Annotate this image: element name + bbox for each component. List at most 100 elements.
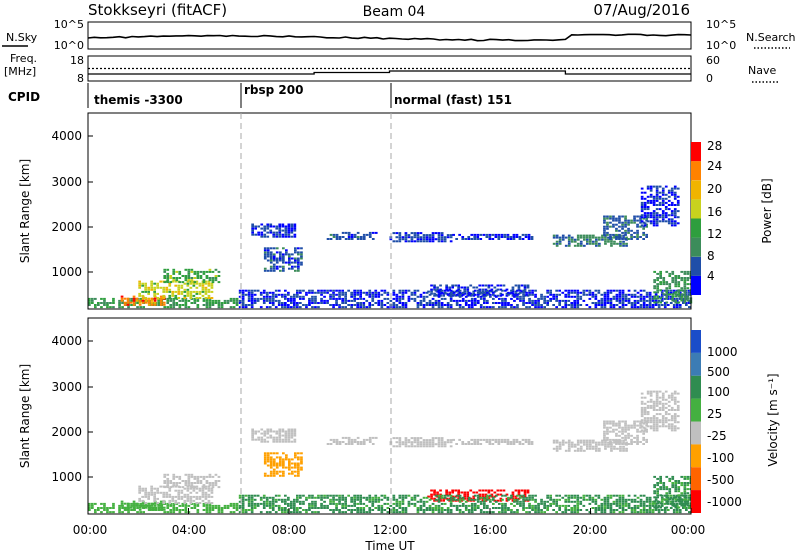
- power-echo-cell: [464, 299, 468, 302]
- velocity-echo-cell: [540, 502, 543, 505]
- power-echo-cell: [445, 284, 448, 287]
- power-echo-cell: [132, 303, 136, 306]
- power-echo-cell: [662, 279, 666, 282]
- velocity-echo-cell: [263, 474, 267, 477]
- power-echo-cell: [344, 302, 347, 304]
- power-echo-cell: [673, 212, 677, 215]
- velocity-echo-cell: [558, 494, 561, 497]
- power-echo-cell: [132, 295, 136, 298]
- velocity-echo-cell: [451, 491, 454, 494]
- power-echo-cell: [586, 238, 589, 241]
- power-echo-cell: [262, 297, 266, 300]
- power-echo-cell: [163, 306, 167, 309]
- power-echo-cell: [229, 306, 233, 309]
- power-echo-cell: [673, 220, 677, 223]
- power-echo-cell: [618, 289, 622, 292]
- velocity-echo-cell: [166, 511, 170, 514]
- power-echo-cell: [498, 297, 501, 300]
- velocity-echo-cell: [524, 438, 528, 441]
- power-echo-cell: [437, 236, 441, 239]
- velocity-echo-cell: [451, 489, 454, 492]
- velocity-echo-cell: [299, 511, 302, 514]
- velocity-echo-cell: [425, 441, 429, 444]
- velocity-echo-cell: [302, 502, 305, 505]
- velocity-echo-cell: [646, 417, 650, 420]
- velocity-echo-cell: [630, 443, 633, 445]
- velocity-echo-cell: [257, 436, 260, 439]
- power-echo-cell: [257, 231, 260, 234]
- velocity-echo-cell: [618, 430, 621, 433]
- power-echo-cell: [445, 286, 448, 289]
- power-echo-cell: [445, 292, 448, 295]
- velocity-echo-cell: [413, 504, 417, 507]
- velocity-echo-cell: [168, 493, 172, 496]
- velocity-echo-cell: [139, 502, 142, 505]
- power-echo-cell: [190, 268, 194, 271]
- power-echo-cell: [534, 299, 537, 302]
- velocity-echo-cell: [91, 502, 94, 505]
- power-echo-cell: [365, 306, 369, 309]
- velocity-echo-cell: [519, 496, 522, 499]
- velocity-echo-cell: [496, 499, 500, 502]
- velocity-echo-cell: [169, 504, 173, 507]
- velocity-echo-cell: [416, 494, 420, 497]
- power-echo-cell: [398, 234, 402, 237]
- velocity-echo-cell: [615, 494, 619, 497]
- velocity-echo-cell: [678, 511, 682, 514]
- power-echo-cell: [178, 299, 182, 302]
- velocity-echo-cell: [466, 499, 470, 502]
- power-echo-cell: [175, 279, 179, 282]
- power-echo-cell: [428, 299, 432, 302]
- power-echo-cell: [588, 291, 592, 294]
- velocity-echo-cell: [279, 458, 282, 461]
- velocity-echo-cell: [652, 429, 656, 432]
- power-echo-cell: [130, 297, 133, 300]
- velocity-echo-cell: [670, 394, 674, 397]
- velocity-echo-cell: [537, 504, 540, 507]
- power-echo-cell: [287, 233, 291, 236]
- power-echo-cell: [293, 225, 297, 228]
- velocity-echo-cell: [668, 488, 672, 491]
- velocity-echo-cell: [314, 504, 317, 507]
- power-echo-cell: [207, 282, 211, 285]
- power-echo-cell: [135, 297, 139, 300]
- power-echo-cell: [407, 297, 411, 300]
- velocity-echo-cell: [664, 390, 668, 393]
- power-echo-cell: [670, 210, 674, 213]
- power-echo-cell: [683, 285, 687, 288]
- power-echo-cell: [362, 236, 366, 238]
- velocity-echo-cell: [658, 396, 662, 399]
- velocity-echo-cell: [606, 430, 609, 433]
- velocity-echo-cell: [639, 511, 643, 514]
- power-echo-cell: [138, 303, 142, 306]
- velocity-echo-cell: [174, 495, 178, 498]
- velocity-echo-cell: [288, 468, 291, 471]
- power-echo-cell: [603, 215, 606, 218]
- velocity-echo-cell: [380, 504, 384, 507]
- power-echo-cell: [395, 232, 399, 235]
- velocity-echo-cell: [479, 509, 483, 511]
- power-echo-cell: [659, 283, 662, 286]
- velocity-echo-cell: [269, 464, 273, 467]
- velocity-echo-cell: [455, 509, 459, 511]
- velocity-echo-cell: [660, 494, 664, 497]
- velocity-echo-cell: [241, 507, 245, 509]
- velocity-echo-cell: [498, 507, 501, 509]
- velocity-echo-cell: [437, 507, 441, 509]
- power-echo-cell: [603, 229, 606, 232]
- velocity-echo-cell: [436, 499, 439, 502]
- velocity-echo-cell: [288, 460, 291, 463]
- power-echo-cell: [673, 210, 677, 213]
- power-echo-cell: [612, 217, 615, 220]
- power-echo-cell: [284, 293, 287, 296]
- power-echo-cell: [510, 304, 513, 306]
- velocity-echo-cell: [398, 445, 402, 448]
- power-echo-cell: [525, 306, 528, 309]
- velocity-echo-cell: [253, 504, 257, 507]
- power-echo-cell: [606, 291, 610, 294]
- power-echo-cell: [445, 288, 448, 291]
- velocity-echo-cell: [523, 491, 527, 494]
- velocity-echo-cell: [211, 509, 215, 511]
- power-echo-cell: [627, 293, 631, 296]
- power-echo-cell: [274, 293, 278, 296]
